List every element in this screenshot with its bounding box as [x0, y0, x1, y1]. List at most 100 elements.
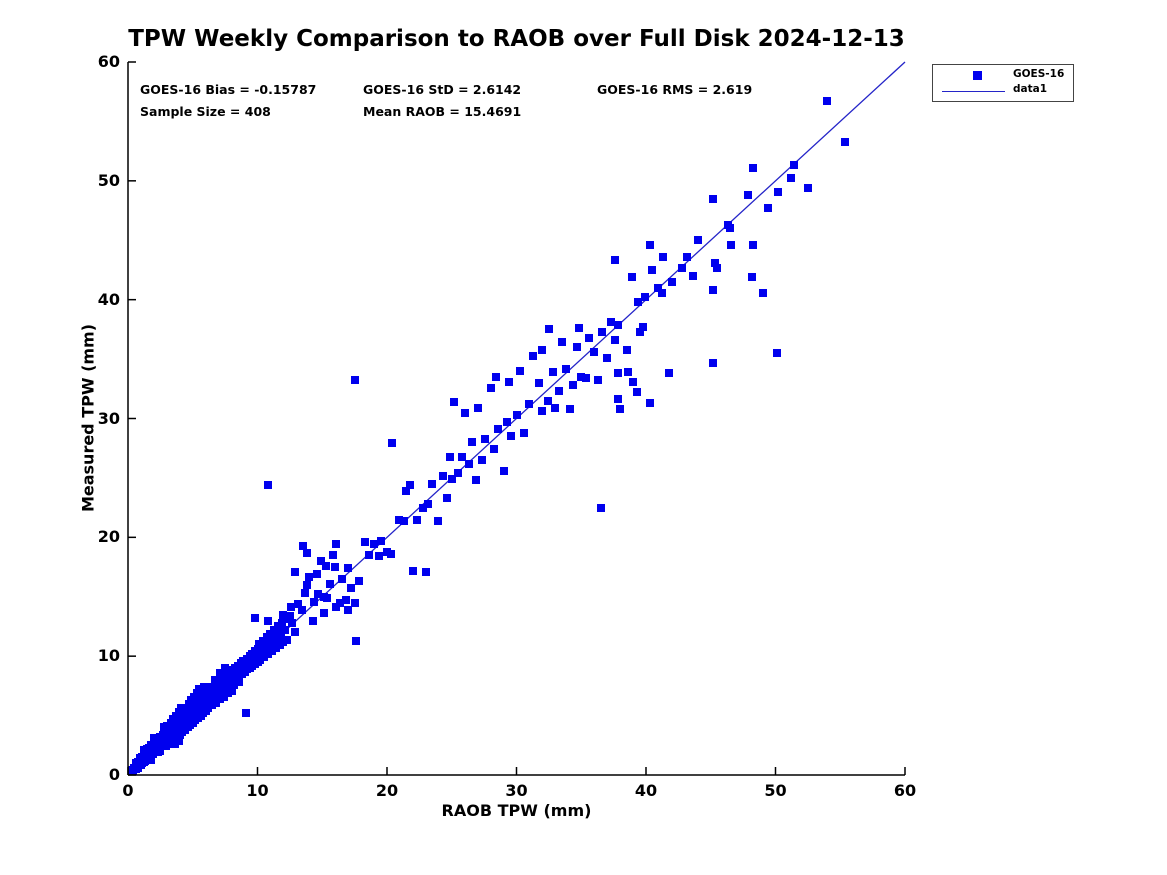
scatter-point [264, 617, 272, 625]
scatter-point [503, 418, 511, 426]
scatter-point [298, 606, 306, 614]
scatter-point [658, 289, 666, 297]
scatter-point [465, 460, 473, 468]
scatter-point [286, 612, 294, 620]
scatter-point [448, 475, 456, 483]
scatter-point [320, 609, 328, 617]
scatter-point [566, 405, 574, 413]
scatter-point [221, 664, 229, 672]
scatter-point [492, 373, 500, 381]
scatter-point [520, 429, 528, 437]
scatter-point [623, 346, 631, 354]
chart-title: TPW Weekly Comparison to RAOB over Full … [128, 26, 905, 52]
scatter-point [305, 573, 313, 581]
scatter-point [573, 343, 581, 351]
y-tick-label: 60 [97, 52, 120, 71]
scatter-point [614, 395, 622, 403]
scatter-point [301, 589, 309, 597]
y-tick-label: 20 [97, 527, 120, 547]
scatter-point [629, 378, 637, 386]
y-tick-label: 10 [97, 646, 120, 666]
scatter-point [402, 487, 410, 495]
scatter-point [648, 266, 656, 274]
scatter-point [288, 619, 296, 627]
scatter-point [283, 636, 291, 644]
scatter-point [156, 747, 164, 755]
scatter-point [413, 516, 421, 524]
scatter-point [709, 359, 717, 367]
scatter-point [538, 346, 546, 354]
scatter-point [585, 334, 593, 342]
scatter-point [472, 476, 480, 484]
scatter-point [535, 379, 543, 387]
scatter-point [636, 328, 644, 336]
scatter-point [628, 273, 636, 281]
scatter-point [513, 411, 521, 419]
scatter-point [387, 550, 395, 558]
scatter-point [634, 298, 642, 306]
scatter-point [365, 551, 373, 559]
scatter-point [355, 577, 363, 585]
scatter-point [481, 435, 489, 443]
scatter-point [689, 272, 697, 280]
scatter-point [727, 241, 735, 249]
scatter-point [569, 381, 577, 389]
scatter-point [461, 409, 469, 417]
scatter-point [175, 737, 183, 745]
scatter-point [823, 97, 831, 105]
scatter-point [198, 688, 206, 696]
scatter-point [323, 594, 331, 602]
scatter-point [841, 138, 849, 146]
scatter-point [711, 259, 719, 267]
scatter-point [749, 164, 757, 172]
scatter-point [450, 398, 458, 406]
scatter-point [251, 614, 259, 622]
scatter-point [147, 756, 155, 764]
scatter-point [759, 289, 767, 297]
scatter-point [790, 161, 798, 169]
scatter-point [597, 504, 605, 512]
scatter-point [326, 580, 334, 588]
scatter-point [294, 600, 302, 608]
scatter-point [377, 537, 385, 545]
scatter-point [344, 564, 352, 572]
y-tick-label: 0 [108, 765, 120, 784]
scatter-point [614, 321, 622, 329]
scatter-point [654, 284, 662, 292]
scatter-point [764, 204, 772, 212]
y-tick-label: 50 [97, 170, 120, 190]
scatter-point [582, 374, 590, 382]
scatter-point [558, 338, 566, 346]
scatter-point [313, 570, 321, 578]
scatter-point [538, 407, 546, 415]
scatter-point [400, 517, 408, 525]
scatter-point [177, 704, 185, 712]
legend-square-marker-icon [973, 71, 982, 80]
annotation-std: GOES-16 StD = 2.6142 [363, 82, 522, 97]
annotation-rms: GOES-16 RMS = 2.619 [597, 82, 753, 97]
scatter-point [291, 628, 299, 636]
scatter-point [344, 606, 352, 614]
scatter-point [668, 278, 676, 286]
scatter-point [804, 184, 812, 192]
x-tick-label: 50 [764, 781, 787, 800]
scatter-point [474, 404, 482, 412]
scatter-point [551, 404, 559, 412]
scatter-point [230, 681, 238, 689]
scatter-point [487, 384, 495, 392]
scatter-point [281, 626, 289, 634]
scatter-point [590, 348, 598, 356]
scatter-point [314, 590, 322, 598]
scatter-point [694, 236, 702, 244]
scatter-point [607, 318, 615, 326]
scatter-point [525, 400, 533, 408]
scatter-point [575, 324, 583, 332]
scatter-point [351, 599, 359, 607]
scatter-point [748, 273, 756, 281]
scatter-point [406, 481, 414, 489]
scatter-point [603, 354, 611, 362]
scatter-point [242, 709, 250, 717]
scatter-point [216, 669, 224, 677]
x-tick-label: 10 [246, 781, 269, 800]
scatter-point [342, 596, 350, 604]
